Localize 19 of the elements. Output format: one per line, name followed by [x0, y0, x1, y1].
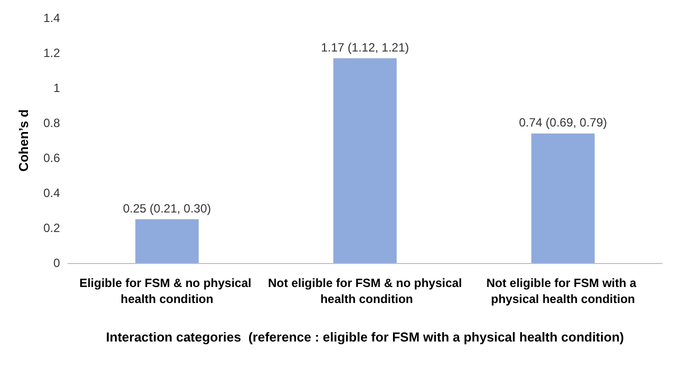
y-tick-label: 0: [53, 256, 60, 270]
bar: [135, 219, 199, 263]
y-axis-title: Cohen’s d: [16, 109, 31, 172]
data-label: 0.25 (0.21, 0.30): [122, 201, 212, 216]
data-label: 1.17 (1.12, 1.21): [320, 40, 410, 54]
y-tick-label: 0.8: [43, 116, 60, 130]
bar: [531, 134, 595, 263]
x-axis-title: Interaction categories (reference : eligible for FSM with a physical health condition): [106, 330, 624, 344]
y-tick-label: 1.4: [43, 11, 60, 25]
y-tick-label: 0.4: [43, 186, 60, 200]
y-tick-label: 0.6: [43, 151, 60, 165]
bar: [333, 58, 397, 263]
x-tick-label: Not eligible for FSM & no physical health condition: [268, 276, 462, 306]
x-tick-label: Eligible for FSM & no physical health condition: [79, 276, 255, 306]
y-tick-label: 0.2: [43, 221, 60, 235]
y-tick-label: 1: [53, 81, 60, 95]
x-tick-label: Not eligible for FSM with a physical health condition: [486, 276, 640, 306]
y-tick-label: 1.2: [43, 46, 60, 60]
data-label: 0.74 (0.69, 0.79): [518, 116, 608, 130]
